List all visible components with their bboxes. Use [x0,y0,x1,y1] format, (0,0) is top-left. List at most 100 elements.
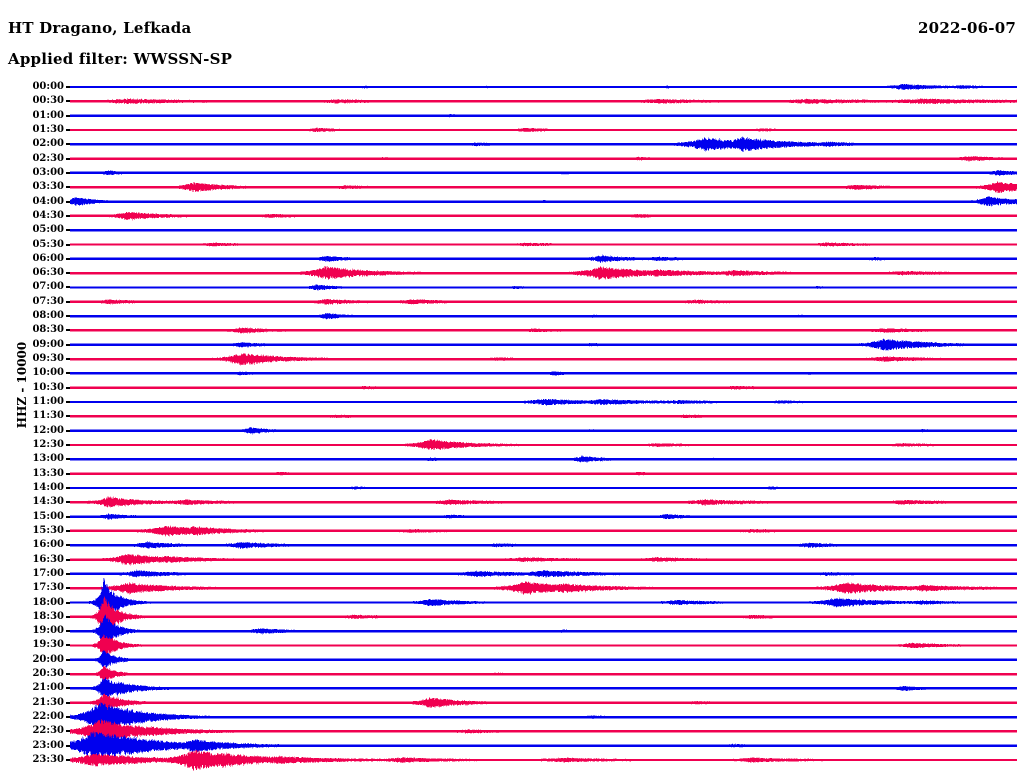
trace-baseline [70,644,1017,647]
time-tick-mark [66,257,70,260]
page-title: HT Dragano, Lefkada [8,19,192,37]
trace-baseline [70,715,1017,719]
time-tick-label: 07:30 [32,295,64,307]
time-tick-mark [66,401,70,404]
trace-baseline [70,572,1017,576]
time-tick-mark [66,300,70,303]
time-tick-label: 16:00 [32,539,64,551]
trace-baseline [70,229,1017,232]
time-tick-label: 12:00 [32,424,64,436]
trace-baseline [70,658,1017,661]
time-tick-label: 08:30 [32,324,64,336]
time-tick-mark [66,630,70,633]
trace-baseline [70,486,1017,490]
trace-baseline [70,85,1017,89]
time-tick-mark [66,358,70,361]
time-tick-label: 22:30 [32,725,64,737]
time-tick-mark [66,744,70,747]
time-tick-mark [66,229,70,232]
time-tick-mark [66,458,70,461]
trace-baseline [70,544,1017,547]
time-tick-mark [66,486,70,489]
trace-baseline [70,429,1017,432]
trace-baseline [70,458,1017,461]
trace-baseline [70,329,1017,332]
trace-baseline [70,744,1017,747]
trace-baseline [70,286,1017,289]
time-tick-mark [66,687,70,690]
time-tick-label: 17:00 [32,567,64,579]
time-tick-mark [66,143,70,146]
time-tick-mark [66,214,70,217]
time-tick-label: 11:00 [32,396,64,408]
time-tick-label: 06:00 [32,252,64,264]
trace-baseline [70,687,1017,690]
trace-baseline [70,730,1017,733]
trace-baseline [70,672,1017,676]
trace-baseline [70,114,1017,117]
trace-baseline [70,200,1017,203]
time-tick-mark [66,615,70,618]
time-tick-label: 21:00 [32,682,64,694]
time-tick-label: 18:00 [32,596,64,608]
time-tick-label: 02:30 [32,152,64,164]
time-tick-mark [66,329,70,332]
time-tick-label: 21:30 [32,696,64,708]
trace-baseline [70,615,1017,619]
time-tick-mark [66,386,70,389]
time-tick-mark [66,544,70,547]
trace-baseline [70,271,1017,275]
trace-baseline [70,343,1017,346]
time-tick-mark [66,114,70,117]
trace-baseline [70,472,1017,475]
time-tick-mark [66,315,70,318]
trace-baseline [70,443,1017,447]
time-tick-label: 06:30 [32,267,64,279]
time-tick-mark [66,171,70,174]
trace-baseline [70,400,1017,404]
trace-baseline [70,515,1017,518]
time-tick-mark [66,572,70,575]
time-tick-label: 09:00 [32,338,64,350]
time-tick-mark [66,200,70,203]
record-date: 2022-06-07 [918,19,1016,37]
time-tick-mark [66,415,70,418]
time-tick-mark [66,701,70,704]
trace-baseline [70,501,1017,504]
trace-baseline [70,100,1017,103]
time-tick-label: 00:00 [32,81,64,92]
time-tick-label: 20:00 [32,653,64,665]
trace-baseline [70,186,1017,189]
trace-baseline [70,143,1017,146]
time-tick-label: 11:30 [32,410,64,422]
time-tick-label: 09:30 [32,353,64,365]
time-tick-mark [66,716,70,719]
time-tick-mark [66,272,70,275]
trace-baseline [70,257,1017,261]
time-tick-label: 15:00 [32,510,64,522]
time-tick-label: 22:00 [32,711,64,723]
time-tick-label: 14:30 [32,496,64,508]
time-tick-mark [66,558,70,561]
time-tick-label: 20:30 [32,668,64,680]
trace-baseline [70,701,1017,704]
time-tick-label: 23:30 [32,754,64,766]
time-tick-label: 18:30 [32,610,64,622]
time-tick-label: 05:30 [32,238,64,250]
trace-baseline [70,415,1017,418]
time-tick-label: 12:30 [32,439,64,450]
time-tick-label: 17:30 [32,582,64,594]
time-tick-label: 19:30 [32,639,64,651]
time-tick-label: 13:30 [32,467,64,479]
time-tick-mark [66,100,70,103]
time-tick-label: 00:30 [32,95,64,107]
time-tick-mark [66,86,70,88]
time-tick-label: 15:30 [32,524,64,536]
time-tick-mark [66,759,70,762]
time-tick-mark [66,501,70,504]
time-tick-label: 03:00 [32,166,64,178]
trace-baseline [70,157,1017,160]
time-tick-mark [66,644,70,647]
